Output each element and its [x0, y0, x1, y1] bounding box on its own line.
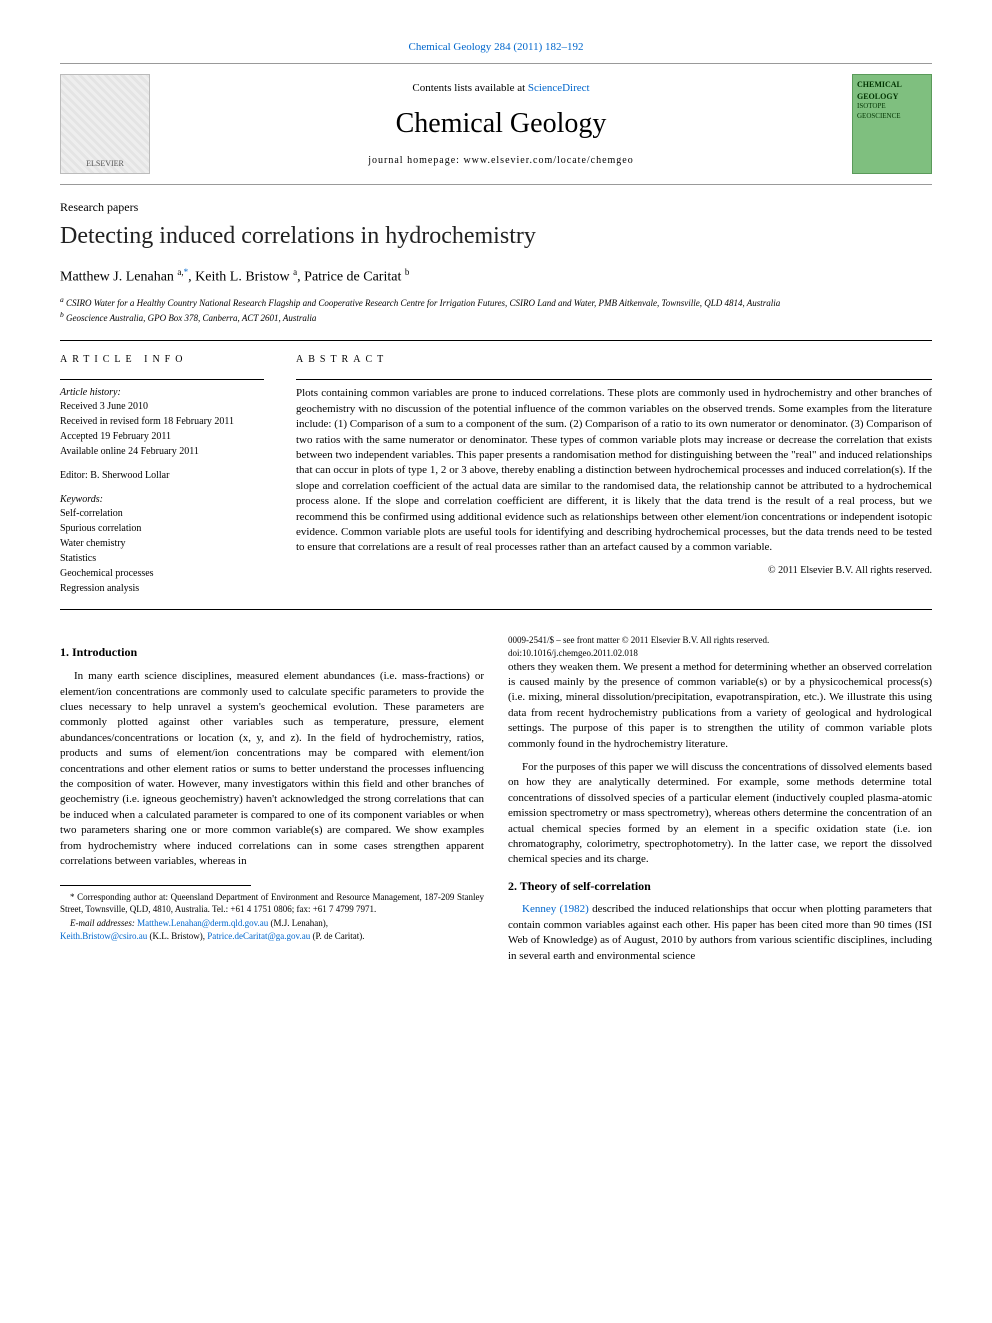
history-label: Article history: — [60, 386, 264, 400]
article-info: article info Article history: Received 3… — [60, 341, 280, 609]
corresponding-footnote: * Corresponding author at: Queensland De… — [60, 892, 484, 915]
homepage-url: www.elsevier.com/locate/chemgeo — [463, 155, 633, 166]
top-citation-link[interactable]: Chemical Geology 284 (2011) 182–192 — [409, 41, 584, 53]
keyword-4: Statistics — [60, 552, 264, 566]
corr-mark: * — [70, 892, 75, 902]
footnotes: * Corresponding author at: Queensland De… — [60, 892, 484, 943]
authors: Matthew J. Lenahan a,*, Keith L. Bristow… — [60, 266, 932, 287]
author-3-sup: b — [405, 267, 410, 277]
affiliations: a CSIRO Water for a Healthy Country Nati… — [60, 295, 932, 324]
author-1: Matthew J. Lenahan — [60, 269, 174, 284]
cover-title: CHEMICAL GEOLOGY — [857, 79, 927, 101]
bottom-meta: 0009-2541/$ – see front matter © 2011 El… — [508, 634, 932, 659]
editor-line: Editor: B. Sherwood Lollar — [60, 469, 264, 483]
cover-subtitle: ISOTOPE GEOSCIENCE — [857, 102, 927, 122]
article-info-heading: article info — [60, 353, 264, 371]
affiliation-b: b Geoscience Australia, GPO Box 378, Can… — [60, 310, 932, 325]
author-2: Keith L. Bristow — [195, 269, 290, 284]
sciencedirect-link[interactable]: ScienceDirect — [528, 82, 590, 94]
paper-title: Detecting induced correlations in hydroc… — [60, 220, 932, 254]
email-who-1: (M.J. Lenahan), — [268, 918, 328, 928]
email-who-3: (P. de Caritat). — [310, 931, 364, 941]
email-who-2: (K.L. Bristow), — [147, 931, 207, 941]
col2-p2: For the purposes of this paper we will d… — [508, 760, 932, 868]
masthead-center: Contents lists available at ScienceDirec… — [150, 81, 852, 168]
keyword-3: Water chemistry — [60, 537, 264, 551]
doi-line: doi:10.1016/j.chemgeo.2011.02.018 — [508, 647, 932, 660]
abstract-copyright: © 2011 Elsevier B.V. All rights reserved… — [296, 564, 932, 578]
abstract-heading: abstract — [296, 353, 932, 371]
keyword-1: Self-correlation — [60, 507, 264, 521]
online-line: Available online 24 February 2011 — [60, 445, 264, 459]
revised-line: Received in revised form 18 February 201… — [60, 415, 264, 429]
email-link-2[interactable]: Keith.Bristow@csiro.au — [60, 931, 147, 941]
keyword-5: Geochemical processes — [60, 567, 264, 581]
affiliation-a: a CSIRO Water for a Healthy Country Nati… — [60, 295, 932, 310]
homepage-prefix: journal homepage: — [368, 155, 463, 166]
col2-p1: others they weaken them. We present a me… — [508, 660, 932, 752]
contents-line: Contents lists available at ScienceDirec… — [150, 81, 852, 96]
top-citation: Chemical Geology 284 (2011) 182–192 — [60, 40, 932, 55]
keyword-2: Spurious correlation — [60, 522, 264, 536]
received-line: Received 3 June 2010 — [60, 400, 264, 414]
publisher-logo: ELSEVIER — [60, 74, 150, 174]
abstract-text: Plots containing common variables are pr… — [296, 386, 932, 555]
masthead: ELSEVIER Contents lists available at Sci… — [60, 63, 932, 185]
top-citation-pages: 284 (2011) 182–192 — [494, 41, 583, 53]
email-link-1[interactable]: Matthew.Lenahan@derm.qld.gov.au — [137, 918, 268, 928]
homepage-line: journal homepage: www.elsevier.com/locat… — [150, 154, 852, 168]
accepted-line: Accepted 19 February 2011 — [60, 430, 264, 444]
journal-cover-icon: CHEMICAL GEOLOGY ISOTOPE GEOSCIENCE — [852, 74, 932, 174]
body-columns: 1. Introduction In many earth science di… — [60, 634, 932, 964]
keywords-label: Keywords: — [60, 493, 264, 507]
kenney-1982-link[interactable]: Kenney (1982) — [522, 903, 589, 915]
email-label: E-mail addresses: — [70, 918, 135, 928]
top-citation-journal: Chemical Geology — [409, 41, 492, 53]
issn-line: 0009-2541/$ – see front matter © 2011 El… — [508, 634, 932, 647]
section-2-p1: Kenney (1982) described the induced rela… — [508, 902, 932, 964]
journal-name: Chemical Geology — [150, 104, 852, 143]
info-abstract-row: article info Article history: Received 3… — [60, 340, 932, 610]
corresponding-mark-link[interactable]: * — [184, 267, 189, 277]
contents-prefix: Contents lists available at — [412, 82, 527, 94]
abstract: abstract Plots containing common variabl… — [280, 341, 932, 609]
email-link-3[interactable]: Patrice.deCaritat@ga.gov.au — [207, 931, 310, 941]
section-1-p1: In many earth science disciplines, measu… — [60, 669, 484, 869]
publisher-logo-text: ELSEVIER — [86, 158, 124, 169]
footnote-separator — [60, 885, 251, 886]
author-2-sup: a — [293, 267, 297, 277]
author-1-sup: a,* — [177, 267, 188, 277]
section-1-heading: 1. Introduction — [60, 644, 484, 661]
corr-text: Corresponding author at: Queensland Depa… — [60, 892, 484, 914]
section-2-heading: 2. Theory of self-correlation — [508, 878, 932, 895]
keyword-6: Regression analysis — [60, 582, 264, 596]
section-label: Research papers — [60, 199, 932, 216]
email-footnote-2: Keith.Bristow@csiro.au (K.L. Bristow), P… — [60, 931, 484, 943]
keywords-block: Keywords: Self-correlation Spurious corr… — [60, 493, 264, 596]
email-footnote: E-mail addresses: Matthew.Lenahan@derm.q… — [60, 918, 484, 930]
author-3: Patrice de Caritat — [304, 269, 401, 284]
